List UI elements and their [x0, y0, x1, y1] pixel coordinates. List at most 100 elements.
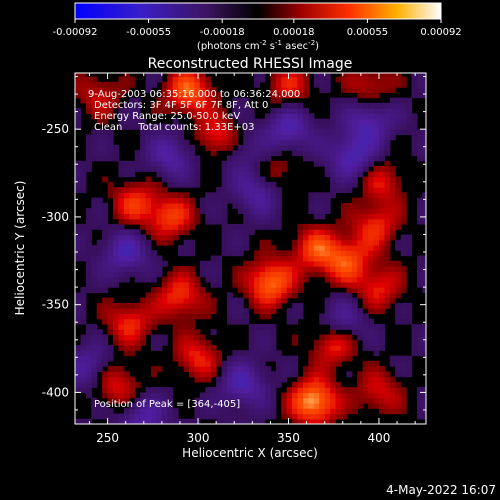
heat-cell: [129, 413, 136, 420]
heat-cell: [265, 150, 271, 157]
heat-cell: [254, 402, 261, 409]
heat-cell: [319, 418, 326, 424]
heat-cell: [346, 187, 353, 193]
heat-cell: [107, 181, 114, 188]
heat-cell: [373, 134, 380, 141]
heat-cell: [183, 176, 190, 183]
heat-cell: [156, 139, 163, 146]
heat-cell: [379, 187, 385, 193]
heat-cell: [172, 102, 179, 109]
heat-cell: [75, 87, 81, 93]
heat-cell: [335, 355, 342, 362]
heat-cell: [297, 255, 304, 262]
heat-cell: [210, 308, 217, 315]
heat-cell: [259, 123, 266, 130]
heat-cell: [395, 245, 402, 251]
heat-cell: [275, 113, 282, 120]
heat-cell: [297, 81, 304, 88]
heat-cell: [243, 318, 250, 325]
x-axis-label: Heliocentric X (arcsec): [182, 446, 318, 460]
heat-cell: [113, 187, 119, 193]
heat-cell: [406, 113, 413, 120]
heat-cell: [286, 397, 293, 404]
heat-cell: [417, 324, 423, 330]
heat-cell: [134, 308, 141, 315]
heat-cell: [232, 150, 239, 157]
heat-cell: [259, 355, 266, 362]
heat-cell: [351, 308, 358, 315]
heat-cell: [373, 371, 380, 378]
heat-cell: [357, 129, 364, 136]
heat-cell: [96, 313, 103, 320]
heat-cell: [254, 202, 261, 209]
heat-cell: [265, 123, 271, 130]
heat-cell: [189, 171, 195, 178]
heat-cell: [259, 324, 266, 330]
heat-cell: [96, 334, 103, 341]
heat-cell: [205, 302, 212, 309]
heat-cell: [107, 276, 114, 283]
heat-cell: [118, 271, 125, 278]
heat-cell: [406, 308, 413, 315]
heat-cell: [389, 97, 396, 104]
heat-cell: [265, 339, 271, 346]
heat-cell: [254, 397, 261, 404]
heat-cell: [259, 192, 266, 199]
heat-cell: [351, 239, 358, 246]
heat-cell: [368, 176, 375, 183]
heat-cell: [102, 413, 109, 420]
heat-cell: [275, 123, 282, 130]
heat-cell: [248, 360, 255, 367]
heat-cell: [161, 339, 168, 346]
heat-cell: [167, 287, 174, 293]
heat-cell: [107, 308, 114, 315]
heat-cell: [346, 181, 353, 188]
heat-cell: [118, 239, 125, 246]
heat-cell: [140, 402, 147, 409]
heat-cell: [199, 339, 206, 346]
heat-cell: [237, 271, 244, 278]
heat-cell: [210, 118, 217, 125]
heat-cell: [319, 266, 326, 272]
heat-cell: [91, 329, 98, 336]
heat-cell: [113, 271, 119, 278]
heat-cell: [91, 197, 98, 204]
heat-cell: [102, 145, 109, 151]
heat-cell: [96, 208, 103, 214]
heat-cell: [303, 113, 309, 120]
heat-cell: [172, 108, 179, 114]
heat-cell: [232, 297, 239, 304]
heat-cell: [319, 139, 326, 146]
heat-cell: [75, 181, 81, 188]
heat-cell: [346, 108, 353, 114]
heat-cell: [221, 171, 228, 178]
heat-cell: [406, 108, 413, 114]
heat-cell: [400, 118, 407, 125]
heat-cell: [151, 192, 157, 199]
heat-cell: [151, 345, 157, 351]
heat-cell: [319, 250, 326, 257]
heat-cell: [85, 155, 92, 162]
heat-cell: [210, 366, 217, 372]
heat-cell: [243, 245, 250, 251]
heat-cell: [395, 371, 402, 378]
heat-cell: [254, 208, 261, 214]
heat-cell: [75, 160, 81, 167]
heat-cell: [134, 187, 141, 193]
heat-cell: [341, 97, 347, 104]
heat-cell: [384, 250, 391, 257]
heat-cell: [379, 260, 385, 267]
heat-cell: [265, 387, 271, 393]
heat-cell: [183, 213, 190, 220]
heat-cell: [384, 113, 391, 120]
heat-cell: [368, 324, 375, 330]
heat-cell: [194, 418, 201, 424]
heat-cell: [389, 81, 396, 88]
heat-cell: [346, 276, 353, 283]
heat-cell: [80, 245, 87, 251]
heat-cell: [167, 313, 174, 320]
heat-cell: [134, 324, 141, 330]
heat-cell: [395, 192, 402, 199]
heat-cell: [189, 73, 195, 78]
heat-cell: [172, 408, 179, 415]
